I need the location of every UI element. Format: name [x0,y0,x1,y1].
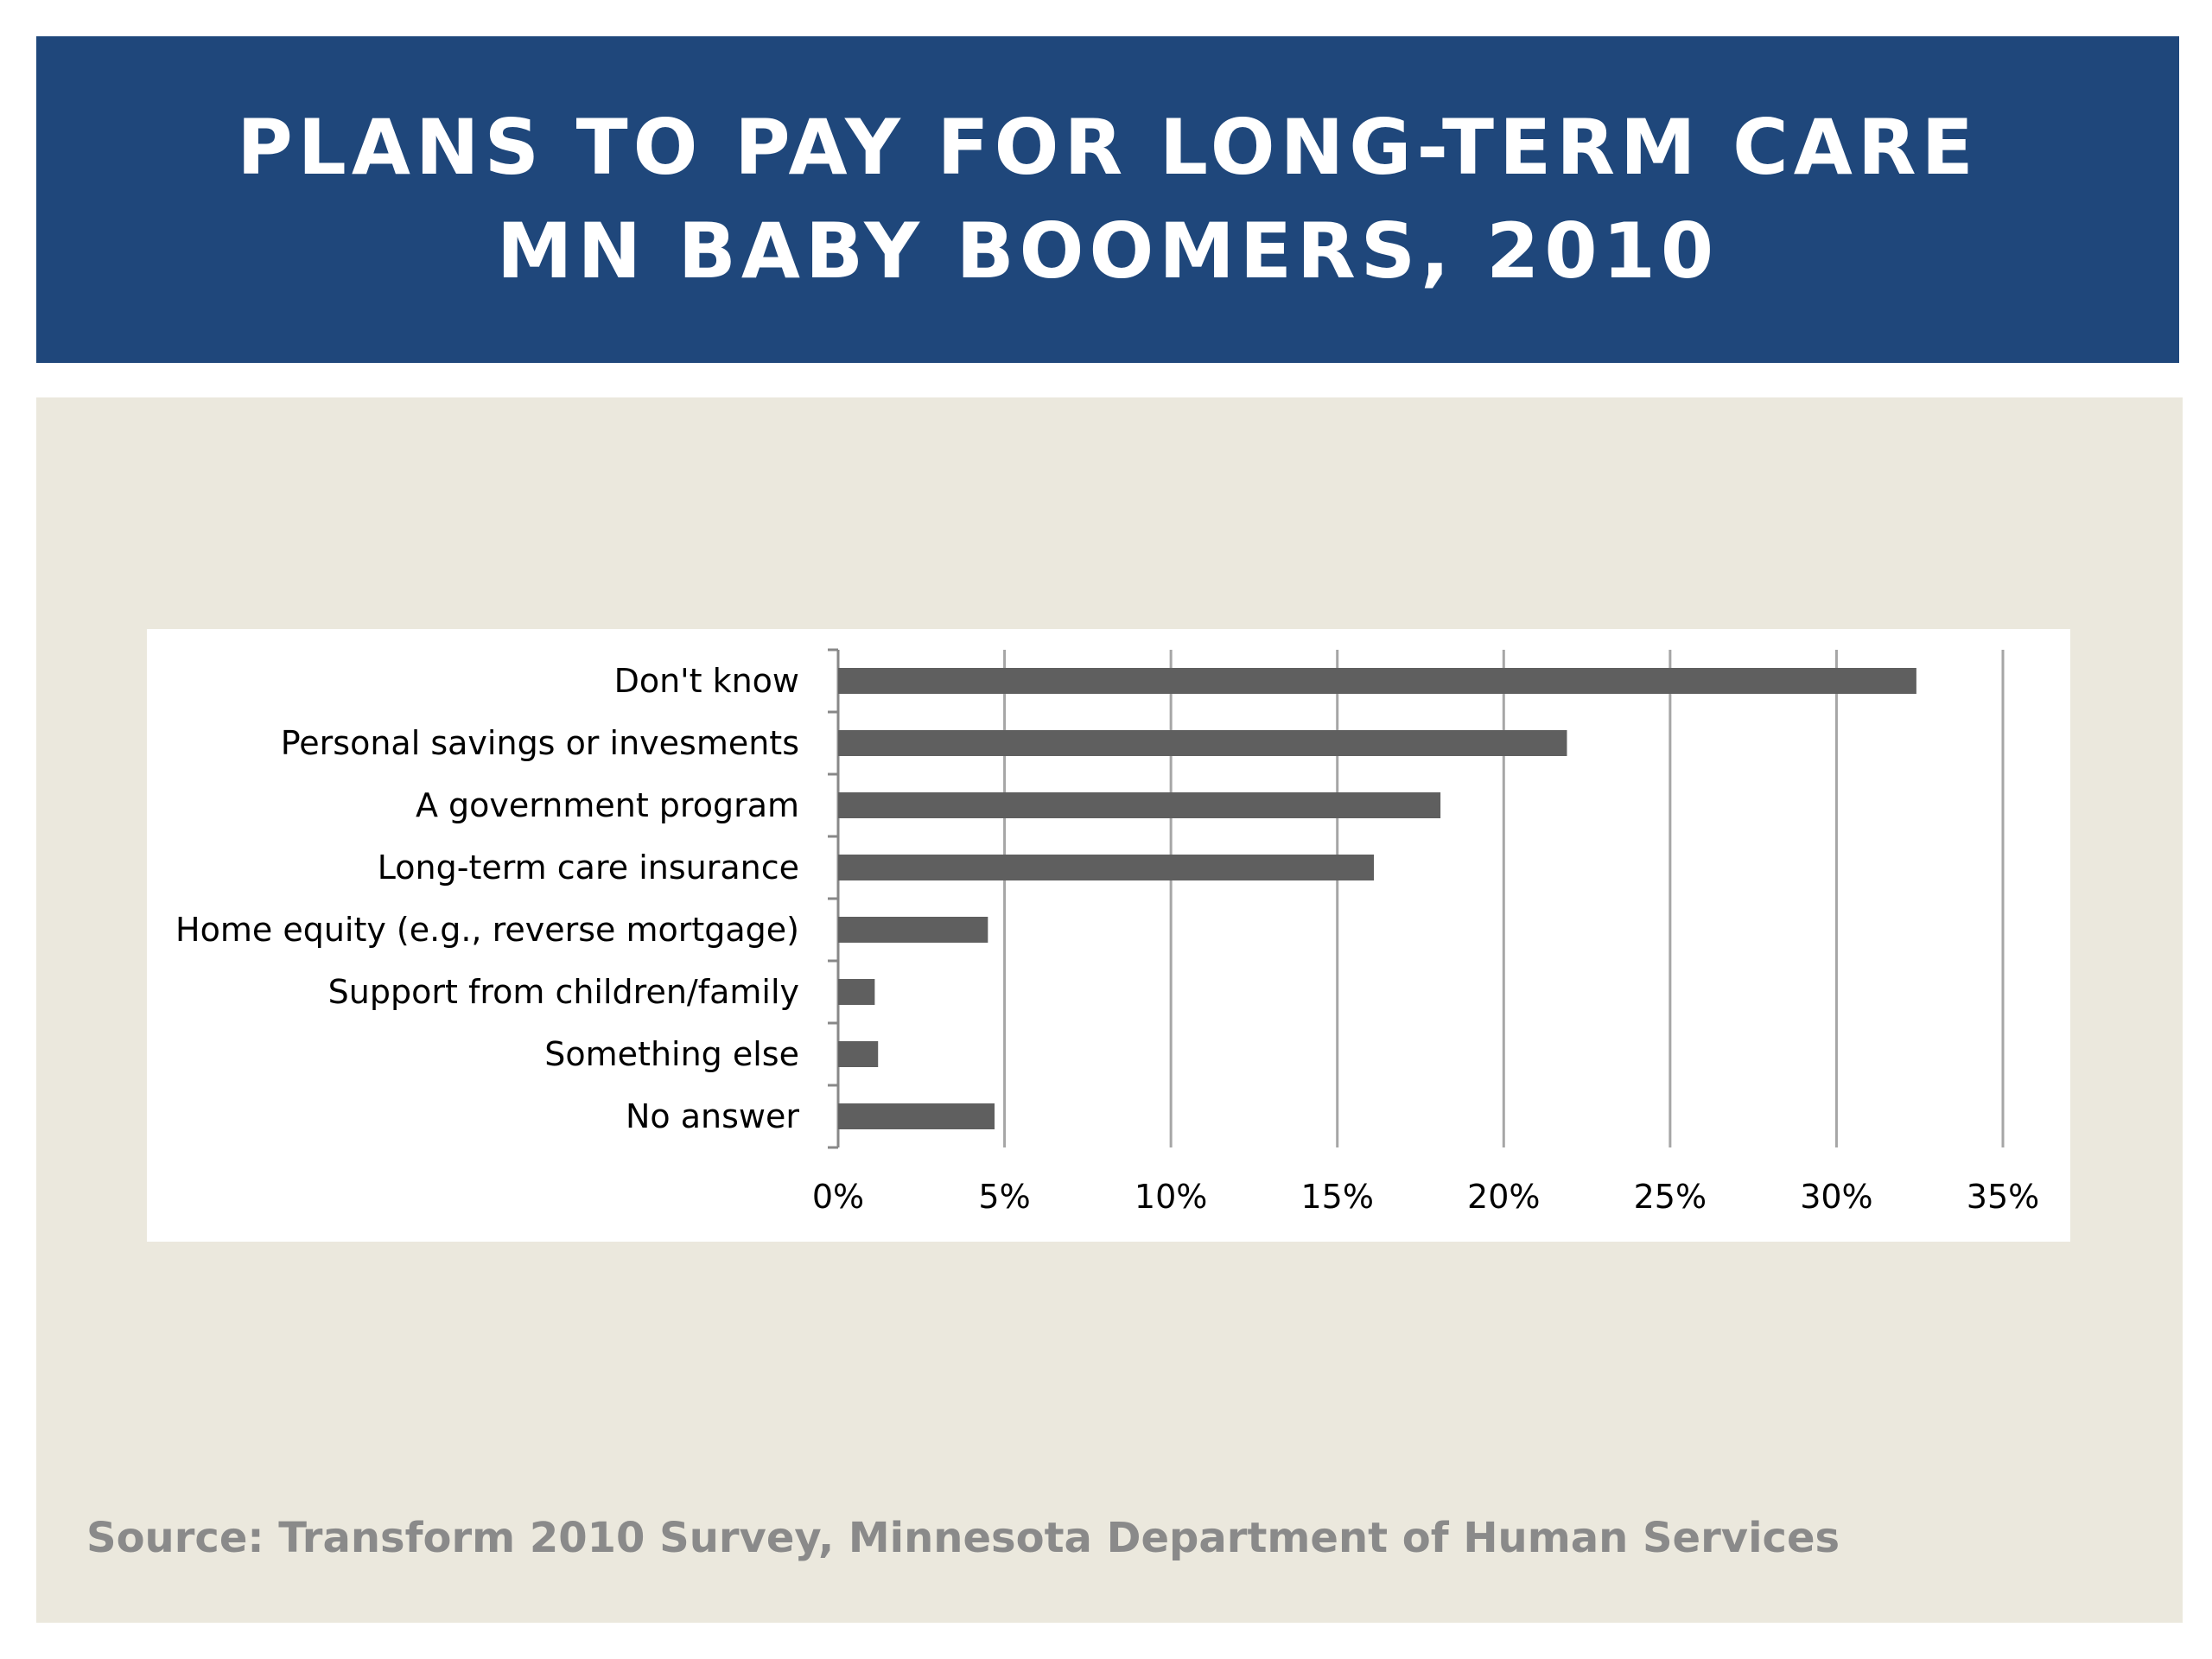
x-tick-label: 35% [1967,1178,2039,1216]
x-tick-label: 30% [1800,1178,1872,1216]
bar [838,1103,995,1129]
x-tick-label: 10% [1135,1178,1207,1216]
bar [838,855,1375,880]
bar [838,792,1441,818]
bar [838,979,875,1005]
category-label: Long-term care insurance [378,849,799,887]
x-tick-label: 25% [1634,1178,1707,1216]
title-banner: PLANS TO PAY FOR LONG-TERM CARE MN BABY … [36,36,2179,363]
title-line-1: PLANS TO PAY FOR LONG-TERM CARE [237,103,1979,192]
bar [838,1041,879,1067]
category-label: Don't know [614,662,799,700]
x-tick-label: 5% [978,1178,1030,1216]
chart-area: 0% 5% 10% 15% 20% 25% 30% 35% Don't know Personal… [147,629,2070,1242]
source-note: Source: Transform 2010 Survey, Minnesota… [86,1514,1840,1562]
bar [838,668,1916,694]
x-tick-label: 15% [1300,1178,1373,1216]
category-label: Something else [544,1035,799,1073]
x-tick-label: 0% [812,1178,864,1216]
category-label: Support from children/family [328,973,799,1011]
bar [838,730,1567,756]
category-label: No answer [626,1097,799,1135]
title-line-2: MN BABY BOOMERS, 2010 [496,207,1719,296]
category-label: Home equity (e.g., reverse mortgage) [175,911,799,949]
x-tick-label: 20% [1467,1178,1540,1216]
category-label: A government program [416,786,799,824]
bar-chart: 0% 5% 10% 15% 20% 25% 30% 35% Don't know Personal… [175,648,2039,1216]
category-label: Personal savings or invesments [281,724,799,762]
bar [838,917,988,943]
